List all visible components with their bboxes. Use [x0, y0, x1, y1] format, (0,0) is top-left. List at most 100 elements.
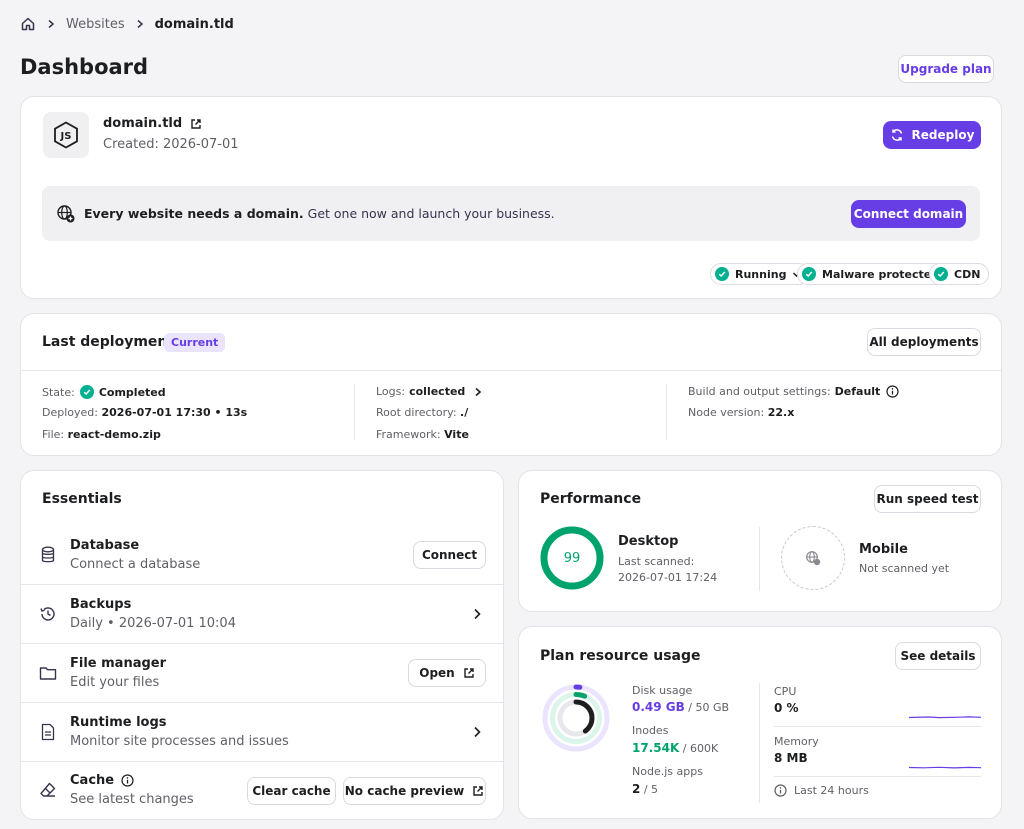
open-file-manager-button[interactable]: Open — [408, 659, 486, 687]
site-logo: JS — [43, 112, 89, 158]
check-circle-icon — [802, 267, 816, 281]
runtime-logs-sub: Monitor site processes and issues — [70, 734, 289, 749]
nodejs-apps-ring — [557, 699, 595, 737]
check-circle-icon — [715, 267, 729, 281]
info-icon — [774, 784, 787, 797]
disk-total: / 50 GB — [684, 701, 730, 714]
domain-banner: Every website needs a domain. Get one no… — [42, 186, 980, 241]
external-link-icon[interactable] — [190, 118, 202, 130]
chevron-right-icon[interactable] — [471, 608, 483, 620]
logs-link[interactable]: collected — [409, 385, 466, 398]
root-label: Root directory: — [376, 406, 457, 419]
cpu-sparkline — [909, 716, 981, 719]
deployed-value: 2026-07-01 17:30 • 13s — [101, 406, 248, 419]
all-deployments-button[interactable]: All deployments — [867, 328, 981, 356]
status-chip-cdn: CDN — [929, 263, 990, 285]
backups-sub: Daily • 2026-07-01 10:04 — [70, 616, 236, 631]
cache-title: Cache — [70, 773, 115, 788]
mobile-sub: Not scanned yet — [859, 562, 950, 575]
inodes-used: 17.54K — [632, 741, 680, 755]
domain-banner-text: Get one now and launch your business. — [303, 206, 555, 221]
framework-value: Vite — [444, 428, 469, 441]
memory-sparkline — [909, 766, 981, 769]
mobile-score-placeholder — [781, 526, 845, 590]
file-text-icon — [41, 723, 55, 741]
info-icon[interactable] — [121, 774, 134, 787]
mobile-title: Mobile — [859, 542, 908, 557]
chevron-right-icon[interactable] — [471, 726, 483, 738]
deployment-card: Last deployment Current All deployments … — [20, 313, 1002, 456]
inodes-ring — [550, 692, 602, 744]
memory-value: 8 MB — [774, 751, 808, 765]
upgrade-plan-button[interactable]: Upgrade plan — [898, 55, 994, 83]
database-icon — [41, 546, 55, 563]
check-circle-icon — [934, 267, 948, 281]
build-value: Default — [834, 385, 881, 398]
home-icon[interactable] — [20, 16, 36, 32]
page-title: Dashboard — [20, 55, 149, 79]
run-speed-test-button[interactable]: Run speed test — [874, 485, 981, 513]
domain-banner-headline: Every website needs a domain. — [84, 206, 304, 221]
file-label: File: — [42, 428, 65, 441]
check-circle-icon — [79, 385, 94, 399]
info-icon[interactable] — [886, 385, 899, 398]
cache-sub: See latest changes — [70, 792, 194, 807]
resources-card: Plan resource usage See details Disk usa… — [518, 626, 1002, 819]
cpu-value: 0 % — [774, 701, 799, 715]
globe-settings-icon — [806, 551, 821, 566]
site-domain[interactable]: domain.tld — [103, 116, 183, 131]
breadcrumb-websites[interactable]: Websites — [66, 16, 125, 32]
external-link-icon — [464, 668, 474, 678]
chevron-right-icon — [137, 19, 143, 29]
inodes-label: Inodes — [632, 724, 669, 737]
disk-label: Disk usage — [632, 684, 693, 697]
status-chip-running[interactable]: Running — [710, 263, 811, 285]
status-chip-malware: Malware protected — [797, 263, 949, 285]
clear-cache-button[interactable]: Clear cache — [247, 777, 336, 805]
refresh-icon — [891, 129, 902, 141]
site-created: Created: 2026-07-01 — [103, 137, 239, 152]
no-cache-preview-button[interactable]: No cache preview — [343, 777, 486, 805]
file-value: react-demo.zip — [67, 428, 161, 441]
desktop-score-arc — [540, 526, 604, 590]
site-card: JS domain.tld Created: 2026-07-01 Redepl… — [20, 96, 1002, 299]
nodejs-label: Node.js apps — [632, 765, 703, 778]
breadcrumb: Websites domain.tld — [20, 14, 234, 34]
memory-label: Memory — [774, 735, 819, 748]
desktop-score: 99 — [563, 550, 581, 566]
see-details-button[interactable]: See details — [895, 642, 981, 670]
connect-database-button[interactable]: Connect — [413, 541, 486, 569]
node-value: 22.x — [767, 406, 795, 419]
essentials-title: Essentials — [42, 491, 122, 507]
resources-footer: Last 24 hours — [794, 784, 869, 797]
framework-label: Framework: — [376, 428, 441, 441]
disk-usage-ring — [542, 684, 610, 752]
eraser-icon — [40, 782, 56, 797]
nodejs-total: / 5 — [640, 783, 659, 796]
deployment-title: Last deployment — [42, 334, 175, 350]
nodejs-used: 2 — [632, 782, 641, 796]
root-value: ./ — [460, 406, 469, 419]
redeploy-button[interactable]: Redeploy — [883, 121, 981, 149]
file-manager-sub: Edit your files — [70, 675, 160, 690]
performance-title: Performance — [540, 491, 642, 507]
folder-icon — [39, 667, 57, 680]
state-value: Completed — [98, 385, 166, 399]
resources-title: Plan resource usage — [540, 648, 701, 664]
inodes-total: / 600K — [679, 742, 719, 755]
deployed-label: Deployed: — [42, 406, 98, 419]
desktop-scan-date: 2026-07-01 17:24 — [618, 571, 718, 584]
chevron-right-icon[interactable] — [473, 387, 483, 397]
nodejs-icon: JS — [54, 121, 78, 149]
cpu-label: CPU — [774, 685, 797, 698]
globe-add-icon — [57, 205, 75, 223]
disk-used: 0.49 GB — [632, 700, 685, 714]
connect-domain-button[interactable]: Connect domain — [851, 200, 966, 228]
breadcrumb-current: domain.tld — [154, 16, 234, 32]
file-manager-title: File manager — [70, 656, 167, 671]
current-badge: Current — [164, 333, 226, 352]
desktop-score-gauge: 99 — [540, 526, 604, 590]
node-label: Node version: — [688, 406, 765, 419]
build-label: Build and output settings: — [688, 385, 831, 398]
external-link-icon — [473, 786, 483, 796]
